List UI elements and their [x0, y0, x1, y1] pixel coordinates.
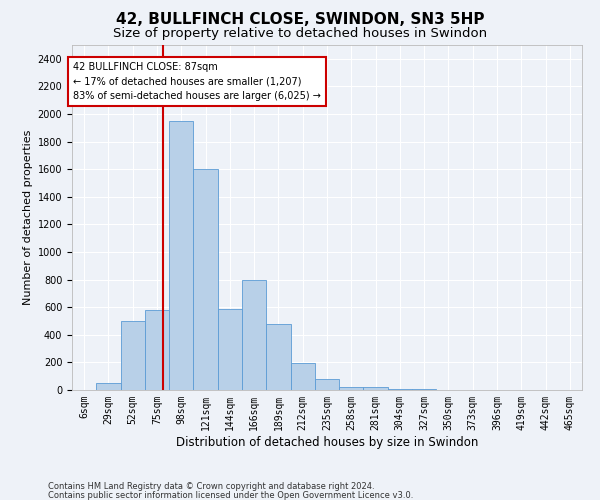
Text: Contains public sector information licensed under the Open Government Licence v3: Contains public sector information licen… [48, 490, 413, 500]
Bar [193, 169, 218, 390]
Bar [96, 383, 121, 390]
Bar [121, 321, 145, 390]
Bar [145, 310, 169, 390]
Text: Size of property relative to detached houses in Swindon: Size of property relative to detached ho… [113, 28, 487, 40]
Text: Contains HM Land Registry data © Crown copyright and database right 2024.: Contains HM Land Registry data © Crown c… [48, 482, 374, 491]
Text: 42, BULLFINCH CLOSE, SWINDON, SN3 5HP: 42, BULLFINCH CLOSE, SWINDON, SN3 5HP [116, 12, 484, 28]
Bar [290, 363, 315, 390]
Bar [315, 379, 339, 390]
Bar [339, 386, 364, 390]
Bar [266, 324, 290, 390]
Text: 42 BULLFINCH CLOSE: 87sqm
← 17% of detached houses are smaller (1,207)
83% of se: 42 BULLFINCH CLOSE: 87sqm ← 17% of detac… [73, 62, 321, 101]
Y-axis label: Number of detached properties: Number of detached properties [23, 130, 34, 305]
X-axis label: Distribution of detached houses by size in Swindon: Distribution of detached houses by size … [176, 436, 478, 448]
Bar [242, 280, 266, 390]
Bar [364, 387, 388, 390]
Bar [218, 308, 242, 390]
Bar [169, 121, 193, 390]
